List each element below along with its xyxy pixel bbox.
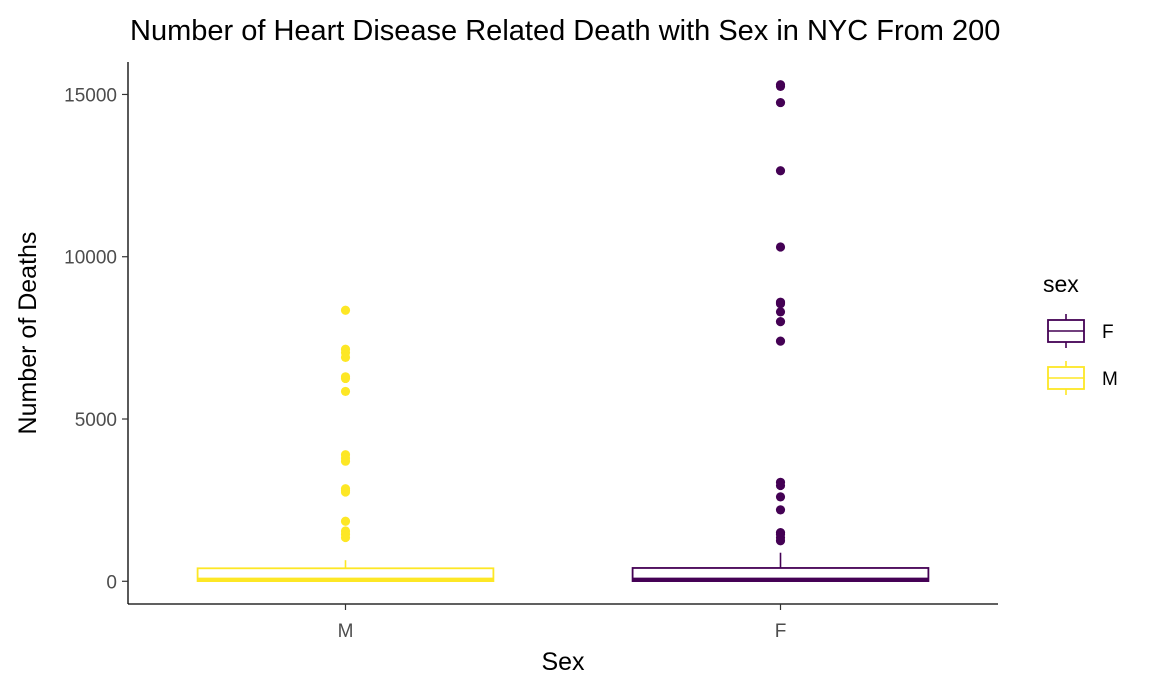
outlier-point <box>340 373 351 384</box>
outlier-point <box>775 336 786 346</box>
x-axis-title: Sex <box>541 648 585 676</box>
outlier-point <box>775 166 786 176</box>
x-tick-label: F <box>775 621 787 642</box>
legend: sex F M <box>1043 271 1118 395</box>
y-axis-title: Number of Deaths <box>14 232 42 435</box>
outlier-point <box>775 307 786 317</box>
legend-title: sex <box>1043 271 1079 297</box>
outlier-point <box>340 305 351 315</box>
outlier-point <box>340 456 351 466</box>
x-tick-label: M <box>338 621 354 642</box>
y-tick-label: 5000 <box>75 410 117 431</box>
outlier-point <box>775 97 786 108</box>
outlier-point <box>340 532 351 543</box>
outlier-point <box>340 516 351 526</box>
outlier-point <box>775 81 786 91</box>
legend-label-m: M <box>1102 369 1118 390</box>
box-f <box>631 80 930 582</box>
outlier-point <box>775 317 786 327</box>
outlier-point <box>340 386 351 397</box>
plot-area <box>196 80 930 582</box>
legend-label-f: F <box>1102 322 1114 343</box>
legend-key-f <box>1047 314 1085 348</box>
outlier-point <box>775 480 786 491</box>
box-m <box>196 305 495 582</box>
y-tick-label: 0 <box>106 572 117 593</box>
outlier-point <box>775 299 786 309</box>
outlier-point <box>775 242 786 252</box>
y-axis-ticks: 0 5000 10000 15000 <box>64 85 128 593</box>
outlier-point <box>340 487 351 497</box>
outlier-point <box>340 352 351 362</box>
legend-key-m <box>1047 361 1085 395</box>
y-tick-label: 15000 <box>64 85 117 106</box>
y-tick-label: 10000 <box>64 248 117 269</box>
chart-title: Number of Heart Disease Related Death wi… <box>130 15 1000 47</box>
outlier-point <box>775 505 786 515</box>
outlier-point <box>775 536 786 546</box>
outlier-point <box>775 492 786 502</box>
